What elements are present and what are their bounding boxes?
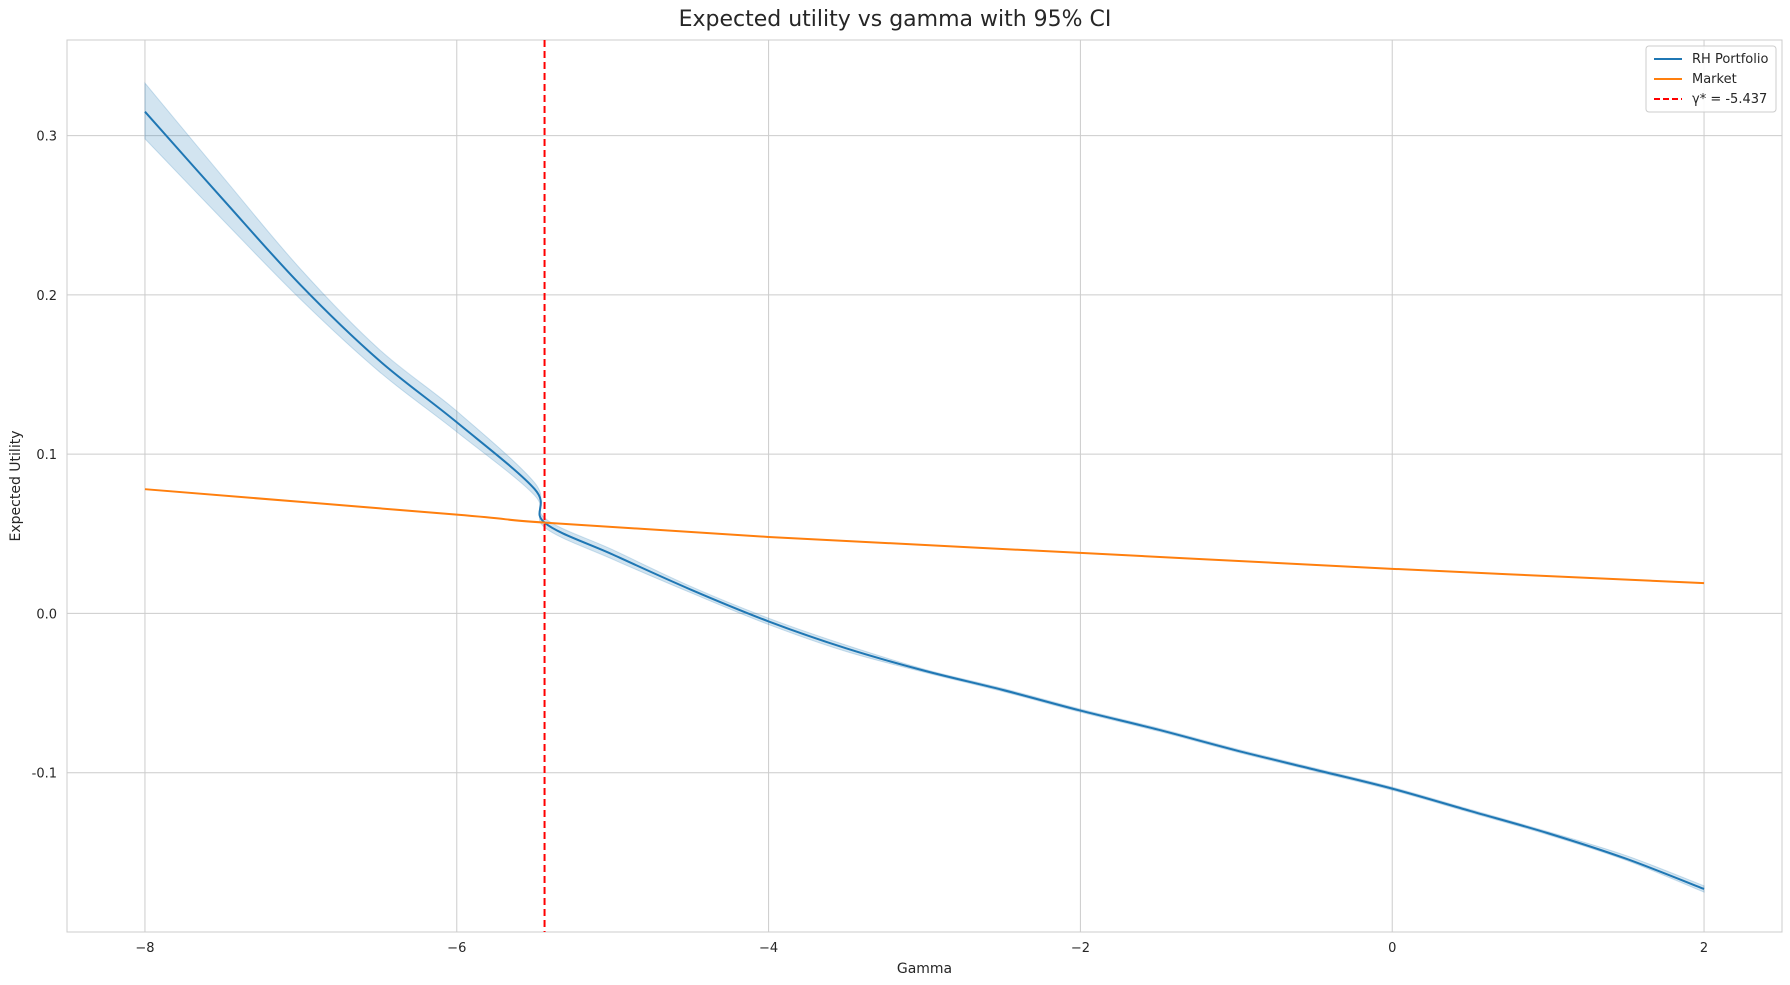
x-tick-label: 2 (1700, 941, 1708, 956)
plot-frame (66, 39, 1783, 933)
legend-gamma-star-label: γ* = -5.437 (1692, 92, 1767, 107)
ticks: −8 −6 −4 −2 0 2 -0.1 0.0 0.1 0.2 0.3 (32, 130, 1709, 956)
y-tick-label: 0.2 (36, 289, 57, 304)
x-tick-label: −2 (1071, 941, 1090, 956)
legend-market-label: Market (1692, 72, 1737, 87)
grid (66, 39, 1783, 933)
legend-rh-portfolio-label: RH Portfolio (1692, 52, 1768, 67)
rh-portfolio-ci-band (144, 81, 1705, 893)
x-tick-label: −8 (135, 941, 154, 956)
y-tick-label: 0.0 (36, 607, 57, 622)
legend-box (1645, 45, 1777, 113)
x-axis-label: Gamma (897, 961, 952, 977)
chart-title: Expected utility vs gamma with 95% CI (679, 7, 1112, 32)
rh-portfolio-line (144, 111, 1705, 890)
y-tick-label: 0.1 (36, 448, 57, 463)
x-tick-label: −6 (447, 941, 466, 956)
y-axis-label: Expected Utility (8, 431, 24, 542)
y-tick-label: -0.1 (32, 767, 57, 782)
x-tick-label: −4 (759, 941, 778, 956)
legend: RH Portfolio Market γ* = -5.437 (1645, 45, 1777, 113)
x-tick-label: 0 (1388, 941, 1396, 956)
market-line (144, 488, 1705, 585)
y-tick-label: 0.3 (36, 130, 57, 145)
plot-area (144, 40, 1705, 932)
